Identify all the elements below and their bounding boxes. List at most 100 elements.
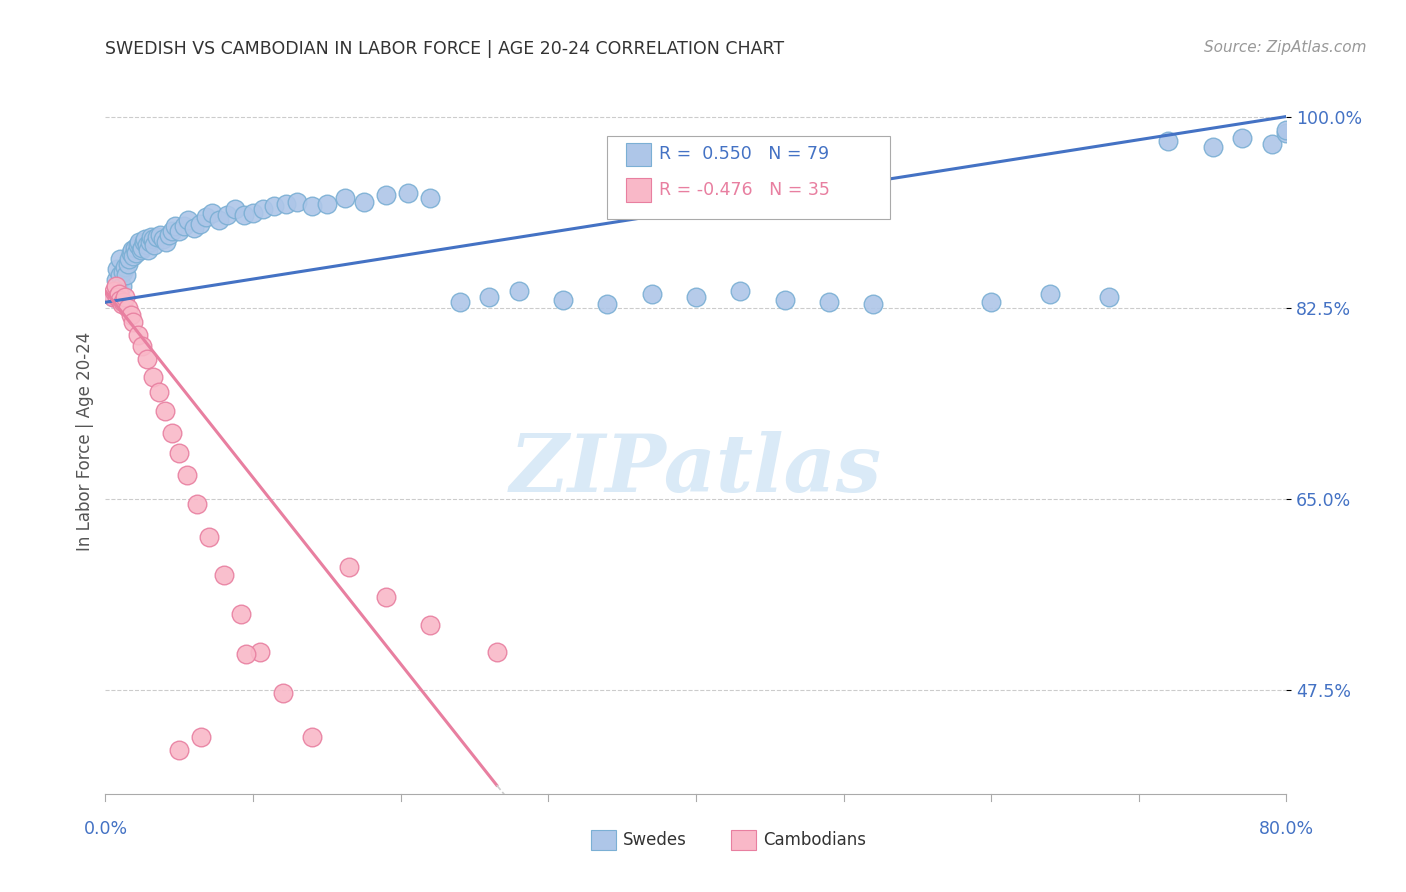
Text: Source: ZipAtlas.com: Source: ZipAtlas.com bbox=[1204, 40, 1367, 55]
Point bbox=[110, 293, 132, 307]
Point bbox=[315, 197, 337, 211]
Point bbox=[353, 194, 375, 209]
Point bbox=[1098, 290, 1121, 304]
Point bbox=[485, 645, 508, 659]
Point bbox=[190, 730, 212, 744]
Point bbox=[160, 224, 183, 238]
Point bbox=[107, 286, 129, 301]
Point bbox=[101, 290, 124, 304]
Point bbox=[1201, 140, 1223, 154]
Point bbox=[176, 467, 198, 482]
Point bbox=[112, 295, 135, 310]
Point bbox=[142, 369, 165, 384]
Point bbox=[129, 243, 152, 257]
Point bbox=[231, 607, 253, 621]
Point bbox=[252, 202, 274, 217]
Point bbox=[449, 295, 471, 310]
Point bbox=[111, 278, 134, 293]
Point bbox=[333, 191, 356, 205]
Point bbox=[263, 199, 285, 213]
Text: SWEDISH VS CAMBODIAN IN LABOR FORCE | AGE 20-24 CORRELATION CHART: SWEDISH VS CAMBODIAN IN LABOR FORCE | AG… bbox=[105, 40, 785, 58]
Y-axis label: In Labor Force | Age 20-24: In Labor Force | Age 20-24 bbox=[76, 332, 94, 551]
Point bbox=[104, 273, 127, 287]
Point bbox=[212, 568, 235, 582]
Point bbox=[274, 197, 297, 211]
Point bbox=[163, 219, 186, 233]
Point bbox=[131, 339, 153, 353]
Point bbox=[117, 301, 139, 315]
Point bbox=[1039, 286, 1062, 301]
Point bbox=[128, 235, 150, 249]
Point bbox=[478, 290, 501, 304]
Point bbox=[685, 290, 707, 304]
Point bbox=[730, 285, 752, 299]
Point bbox=[124, 241, 146, 255]
Point bbox=[127, 328, 149, 343]
Point bbox=[1275, 126, 1298, 140]
Point bbox=[110, 268, 132, 282]
Point bbox=[596, 297, 619, 311]
Point bbox=[143, 238, 166, 252]
Point bbox=[551, 293, 574, 307]
Point bbox=[419, 617, 441, 632]
Point bbox=[508, 285, 530, 299]
Point bbox=[122, 249, 145, 263]
Point bbox=[152, 232, 174, 246]
Text: Cambodians: Cambodians bbox=[763, 831, 866, 849]
Point bbox=[112, 265, 135, 279]
Point bbox=[287, 194, 309, 209]
Point bbox=[1261, 136, 1284, 151]
Point bbox=[177, 213, 200, 227]
Point bbox=[197, 530, 219, 544]
Point bbox=[125, 246, 148, 260]
Text: ZIPatlas: ZIPatlas bbox=[510, 431, 882, 508]
Point bbox=[111, 297, 134, 311]
Point bbox=[149, 227, 172, 242]
Point bbox=[215, 208, 238, 222]
Point bbox=[208, 213, 231, 227]
Point bbox=[105, 262, 128, 277]
Point bbox=[301, 730, 323, 744]
Point bbox=[136, 243, 159, 257]
Point bbox=[134, 232, 156, 246]
Point bbox=[120, 309, 142, 323]
Point bbox=[242, 205, 264, 219]
Point bbox=[396, 186, 419, 200]
Text: Swedes: Swedes bbox=[623, 831, 686, 849]
Point bbox=[374, 188, 398, 202]
Point bbox=[115, 268, 138, 282]
Point bbox=[105, 290, 128, 304]
Point bbox=[224, 202, 246, 217]
Point bbox=[148, 384, 170, 399]
Point bbox=[980, 295, 1002, 310]
Point bbox=[173, 219, 195, 233]
Point bbox=[186, 497, 208, 511]
Point bbox=[155, 235, 177, 249]
Point bbox=[157, 227, 180, 242]
Point bbox=[120, 246, 142, 260]
Point bbox=[104, 278, 127, 293]
Point bbox=[135, 238, 157, 252]
Point bbox=[773, 293, 796, 307]
Point bbox=[862, 297, 884, 311]
Point bbox=[1275, 122, 1298, 136]
Point bbox=[641, 286, 664, 301]
Point bbox=[419, 191, 441, 205]
Point bbox=[118, 252, 141, 266]
Point bbox=[301, 199, 323, 213]
Point bbox=[337, 559, 360, 574]
Text: 80.0%: 80.0% bbox=[1258, 820, 1315, 838]
Point bbox=[194, 210, 217, 224]
Point bbox=[1232, 131, 1254, 145]
Point bbox=[101, 290, 124, 304]
Point bbox=[169, 446, 191, 460]
Point bbox=[233, 208, 256, 222]
Point bbox=[114, 260, 136, 275]
Point bbox=[169, 224, 191, 238]
Point bbox=[818, 295, 841, 310]
Point bbox=[132, 235, 155, 249]
Point bbox=[138, 235, 162, 249]
Point bbox=[110, 252, 132, 266]
Point bbox=[160, 426, 183, 441]
Point bbox=[201, 205, 224, 219]
